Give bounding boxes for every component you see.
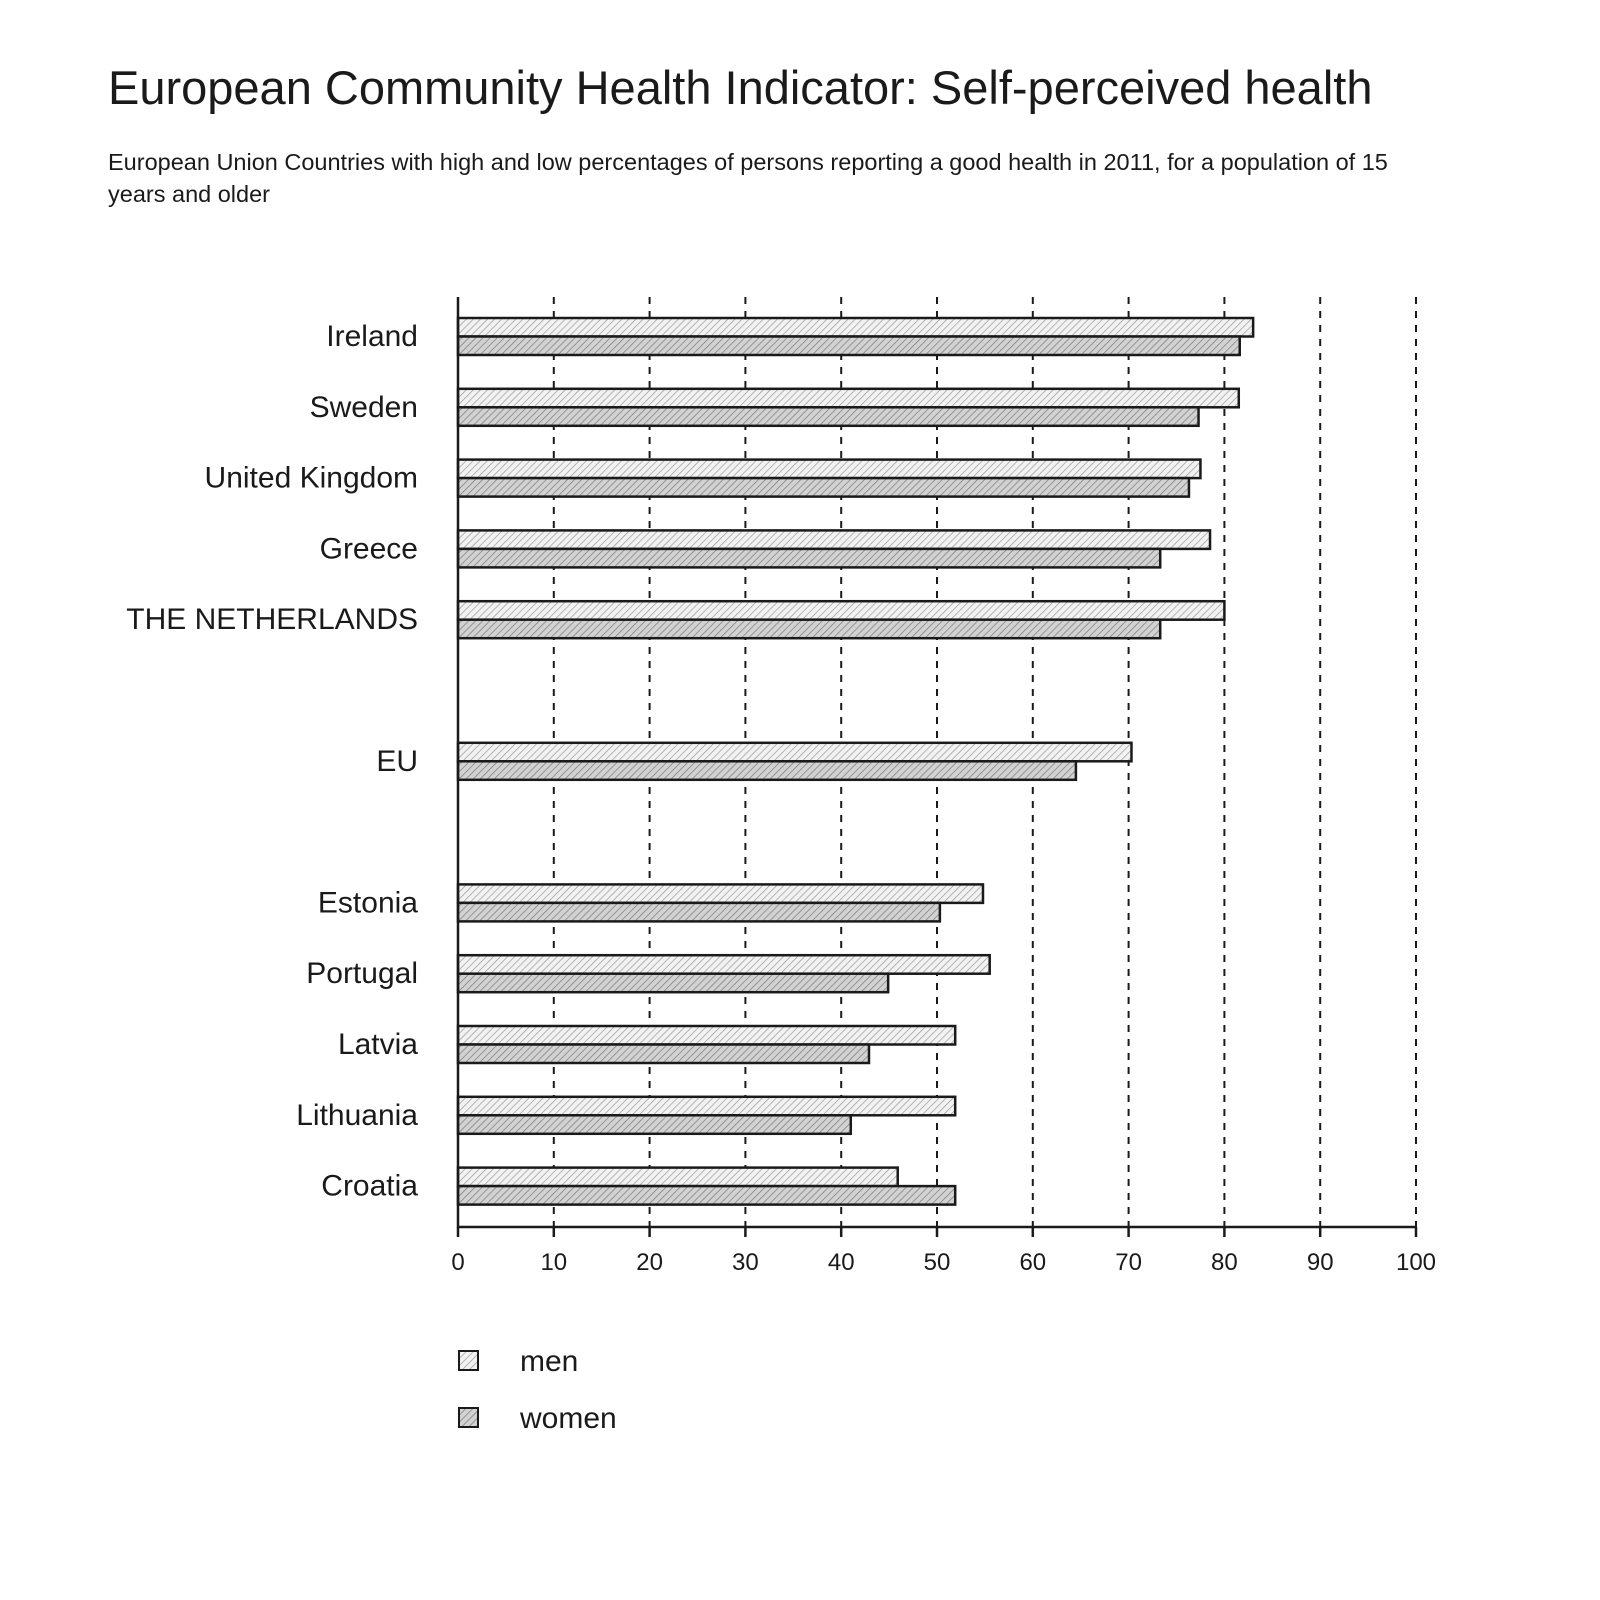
bar-men-lithuania — [456, 1095, 957, 1117]
bar-men-croatia — [456, 1166, 899, 1188]
bar-women-croatia — [456, 1184, 957, 1206]
category-label-greece: Greece — [320, 532, 418, 565]
bar-men-united-kingdom — [456, 458, 1202, 480]
category-label-estonia: Estonia — [318, 886, 418, 919]
bar-women-latvia — [456, 1043, 871, 1065]
x-tick-label-90: 90 — [1307, 1249, 1334, 1276]
bar-men-the-netherlands — [456, 599, 1226, 621]
x-tick-label-80: 80 — [1211, 1249, 1238, 1276]
bar-women-portugal — [456, 972, 890, 994]
x-tick-label-20: 20 — [636, 1249, 663, 1276]
category-label-lithuania: Lithuania — [296, 1099, 418, 1132]
category-label-latvia: Latvia — [338, 1028, 418, 1061]
x-tick-label-30: 30 — [732, 1249, 759, 1276]
x-tick-label-100: 100 — [1396, 1249, 1436, 1276]
bars — [456, 316, 1255, 1206]
bar-men-portugal — [456, 953, 991, 975]
legend-swatch-men — [458, 1350, 479, 1371]
bar-women-estonia — [456, 901, 942, 923]
category-label-united-kingdom: United Kingdom — [205, 462, 418, 495]
bar-men-estonia — [456, 883, 985, 905]
category-label-the-netherlands: THE NETHERLANDS — [126, 603, 418, 636]
category-label-ireland: Ireland — [326, 320, 418, 353]
bar-women-the-netherlands — [456, 618, 1162, 640]
category-label-portugal: Portugal — [306, 957, 418, 990]
bar-women-eu — [456, 760, 1078, 782]
x-tick-label-60: 60 — [1019, 1249, 1046, 1276]
bar-men-eu — [456, 741, 1133, 763]
tick-labels: 0 10 20 30 40 50 60 70 80 90 100 — [451, 1249, 1436, 1276]
x-tick-label-0: 0 — [451, 1249, 464, 1276]
x-tick-label-40: 40 — [828, 1249, 855, 1276]
category-label-sweden: Sweden — [310, 391, 418, 424]
bar-men-sweden — [456, 387, 1241, 409]
x-tick-label-50: 50 — [924, 1249, 951, 1276]
bar-men-greece — [456, 529, 1212, 551]
category-labels: Ireland Sweden United Kingdom Greece THE NET… — [126, 320, 418, 1203]
axes — [456, 297, 1418, 1237]
chart-subtitle: European Union Countries with high and l… — [108, 149, 1388, 207]
legend: men women — [458, 1345, 617, 1435]
bar-women-united-kingdom — [456, 476, 1191, 498]
bar-women-lithuania — [456, 1114, 853, 1136]
bar-women-ireland — [456, 335, 1241, 357]
legend-label-men: men — [520, 1345, 578, 1378]
x-tick-label-10: 10 — [540, 1249, 567, 1276]
chart-title: European Community Health Indicator: Sel… — [108, 61, 1373, 114]
category-label-eu: EU — [376, 745, 418, 778]
legend-label-women: women — [519, 1402, 617, 1435]
x-tick-label-70: 70 — [1115, 1249, 1142, 1276]
bar-men-ireland — [456, 316, 1255, 338]
category-label-croatia: Croatia — [321, 1170, 418, 1203]
legend-swatch-women — [458, 1407, 479, 1428]
bar-women-sweden — [456, 406, 1200, 428]
bar-women-greece — [456, 547, 1162, 569]
bar-men-latvia — [456, 1024, 957, 1046]
